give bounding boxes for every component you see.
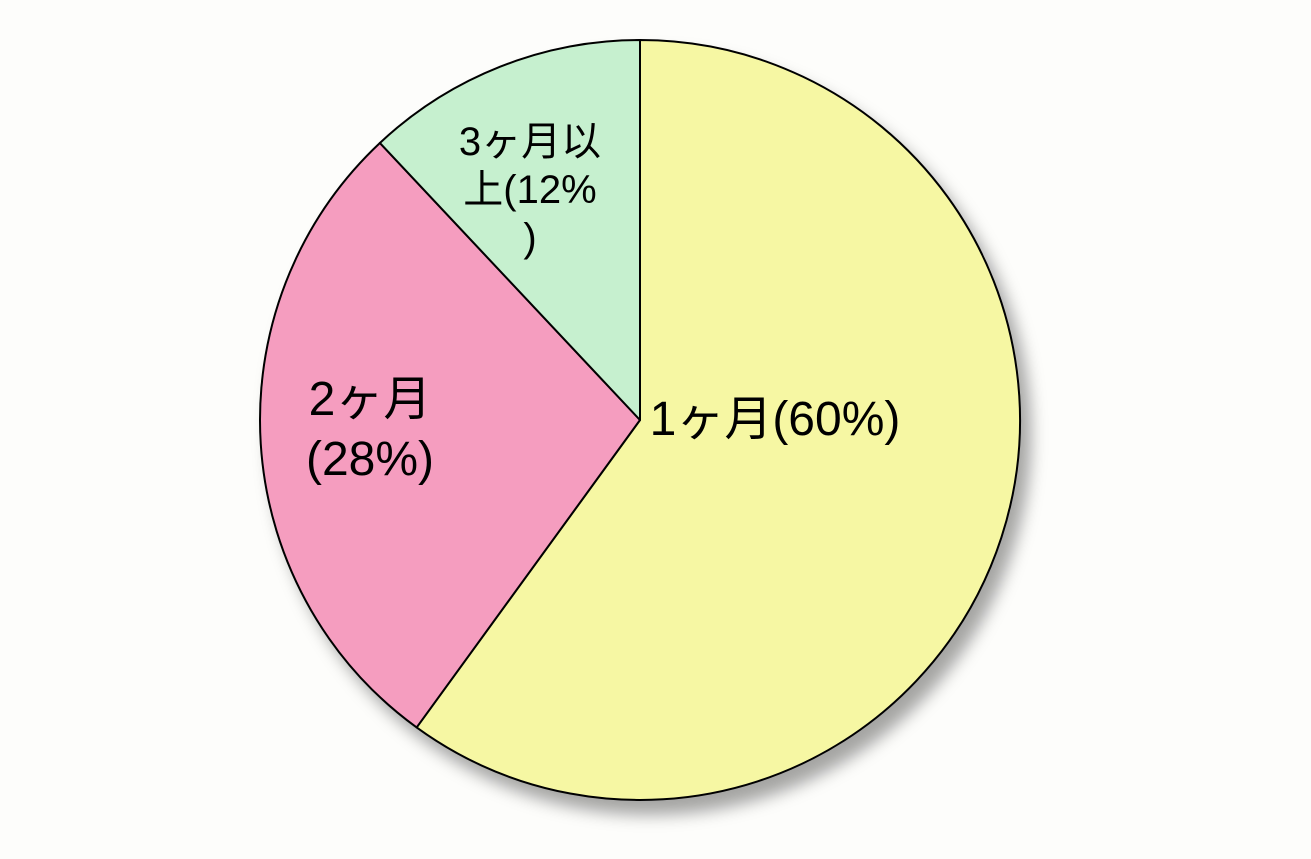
- pie-label-one-month: 1ヶ月(60%): [650, 393, 901, 446]
- pie-chart-container: 1ヶ月(60%)2ヶ月(28%)3ヶ月以上(12%): [0, 0, 1311, 859]
- pie-chart: 1ヶ月(60%)2ヶ月(28%)3ヶ月以上(12%): [0, 0, 1311, 859]
